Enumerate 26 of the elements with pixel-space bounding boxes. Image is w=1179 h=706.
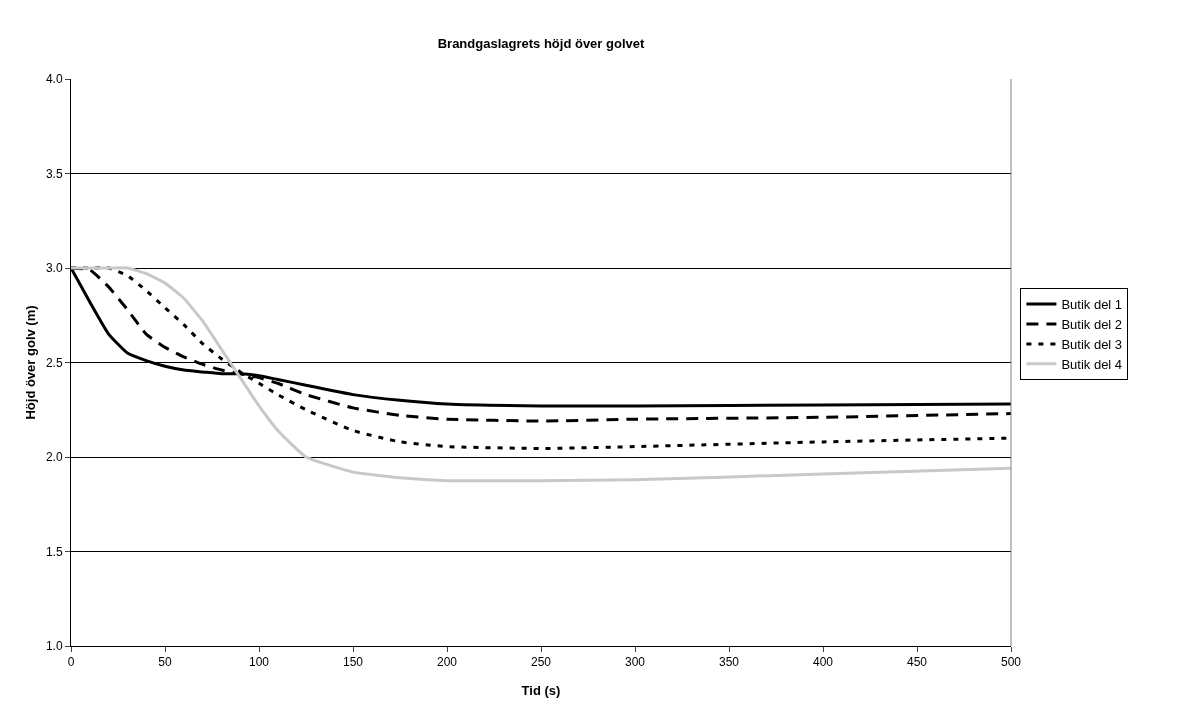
x-tick-label: 0 — [67, 655, 75, 670]
x-tick-label: 500 — [1000, 655, 1022, 670]
x-tick-label: 100 — [248, 655, 270, 670]
x-tick-label: 250 — [530, 655, 552, 670]
chart-title: Brandgaslagrets höjd över golvet — [437, 35, 645, 51]
x-tick-label: 50 — [158, 655, 172, 670]
y-tick-label: 3.5 — [45, 166, 63, 181]
legend-label: Butik del 2 — [1061, 317, 1123, 333]
y-tick-label: 1.0 — [45, 639, 63, 654]
y-tick-label: 2.5 — [45, 355, 63, 370]
x-axis-title: Tid (s) — [521, 683, 561, 698]
y-tick-label: 3.0 — [45, 261, 63, 276]
x-tick-label: 400 — [812, 655, 834, 670]
y-tick-label: 4.0 — [45, 72, 63, 87]
y-tick-label: 2.0 — [45, 450, 63, 465]
x-tick-label: 350 — [718, 655, 740, 670]
x-tick-label: 200 — [436, 655, 458, 670]
line-series — [71, 266, 1011, 483]
x-tick-label: 150 — [342, 655, 364, 670]
legend-label: Butik del 1 — [1061, 297, 1123, 313]
legend-label: Butik del 4 — [1061, 356, 1123, 372]
x-tick-label: 300 — [624, 655, 646, 670]
legend-label: Butik del 3 — [1061, 336, 1123, 352]
x-tick-label: 450 — [906, 655, 928, 670]
y-axis-title: Höjd över golv (m) — [23, 305, 38, 420]
y-tick-label: 1.5 — [45, 544, 63, 559]
